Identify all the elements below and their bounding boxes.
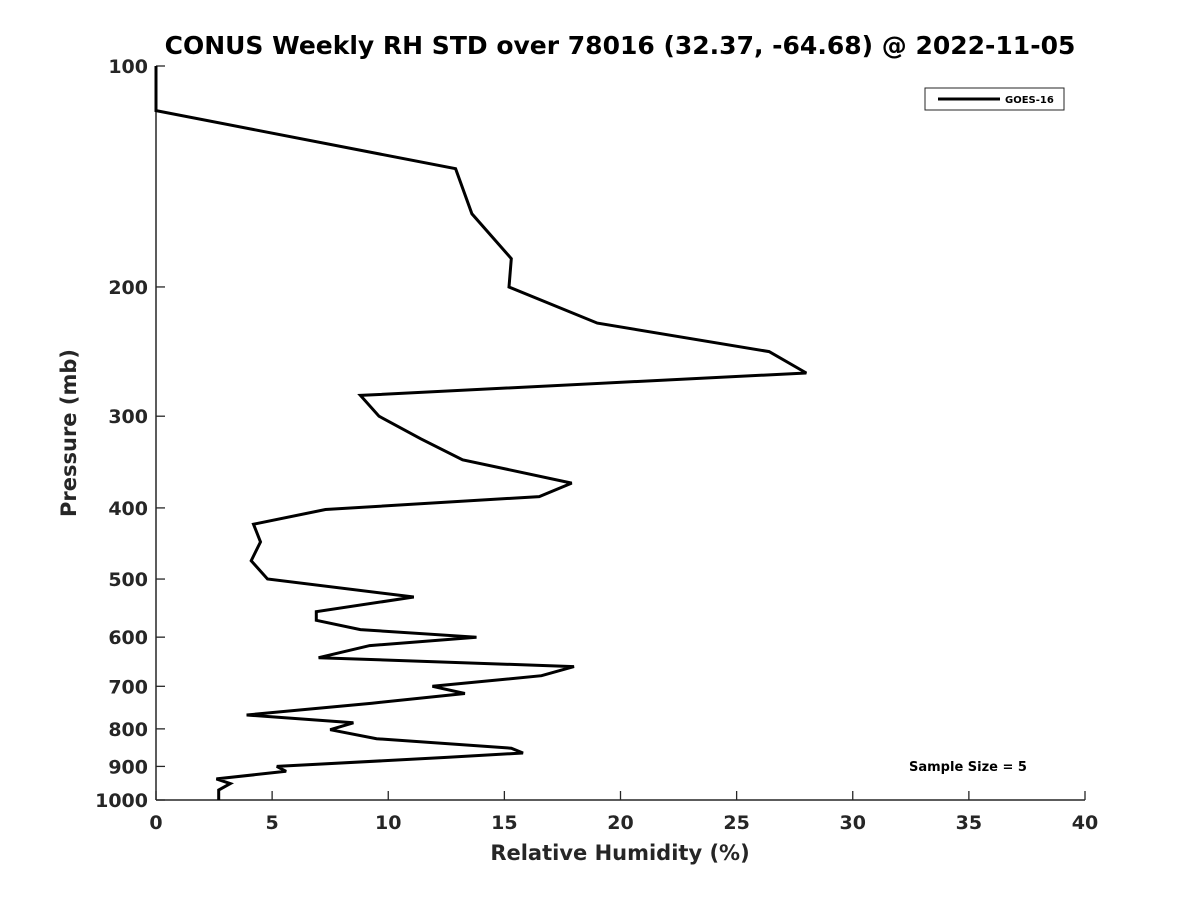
legend-label-goes-16: GOES-16 bbox=[1005, 95, 1054, 106]
x-axis-label: Relative Humidity (%) bbox=[490, 841, 749, 865]
x-tick-label: 20 bbox=[607, 812, 633, 834]
x-tick-label: 40 bbox=[1072, 812, 1098, 834]
y-axis-label: Pressure (mb) bbox=[57, 349, 81, 517]
y-tick-label: 1000 bbox=[95, 790, 148, 812]
series-layer bbox=[154, 66, 808, 800]
y-axis-ticks: 100 200 300 400 500 600 700 800 900 1000 bbox=[95, 56, 165, 812]
sample-size-annotation: Sample Size = 5 bbox=[909, 760, 1027, 775]
x-axis-ticks: 0 5 10 15 20 25 30 35 40 bbox=[149, 791, 1098, 834]
y-tick-label: 200 bbox=[108, 277, 148, 299]
y-tick-label: 600 bbox=[108, 627, 148, 649]
x-tick-label: 0 bbox=[149, 812, 162, 834]
y-tick-label: 800 bbox=[108, 719, 148, 741]
x-tick-label: 15 bbox=[491, 812, 517, 834]
y-tick-label: 400 bbox=[108, 498, 148, 520]
x-tick-label: 10 bbox=[375, 812, 401, 834]
y-tick-label: 700 bbox=[108, 676, 148, 698]
x-tick-label: 5 bbox=[266, 812, 279, 834]
y-tick-label: 100 bbox=[108, 56, 148, 78]
x-tick-label: 30 bbox=[840, 812, 866, 834]
y-tick-label: 500 bbox=[108, 569, 148, 591]
y-tick-label: 900 bbox=[108, 756, 148, 778]
x-tick-label: 35 bbox=[956, 812, 982, 834]
y-tick-label: 300 bbox=[108, 406, 148, 428]
chart-title: CONUS Weekly RH STD over 78016 (32.37, -… bbox=[165, 31, 1076, 60]
plot-area bbox=[155, 66, 1085, 801]
series-line-goes-16 bbox=[154, 66, 808, 800]
x-tick-label: 25 bbox=[723, 812, 749, 834]
legend: GOES-16 bbox=[924, 87, 1065, 111]
